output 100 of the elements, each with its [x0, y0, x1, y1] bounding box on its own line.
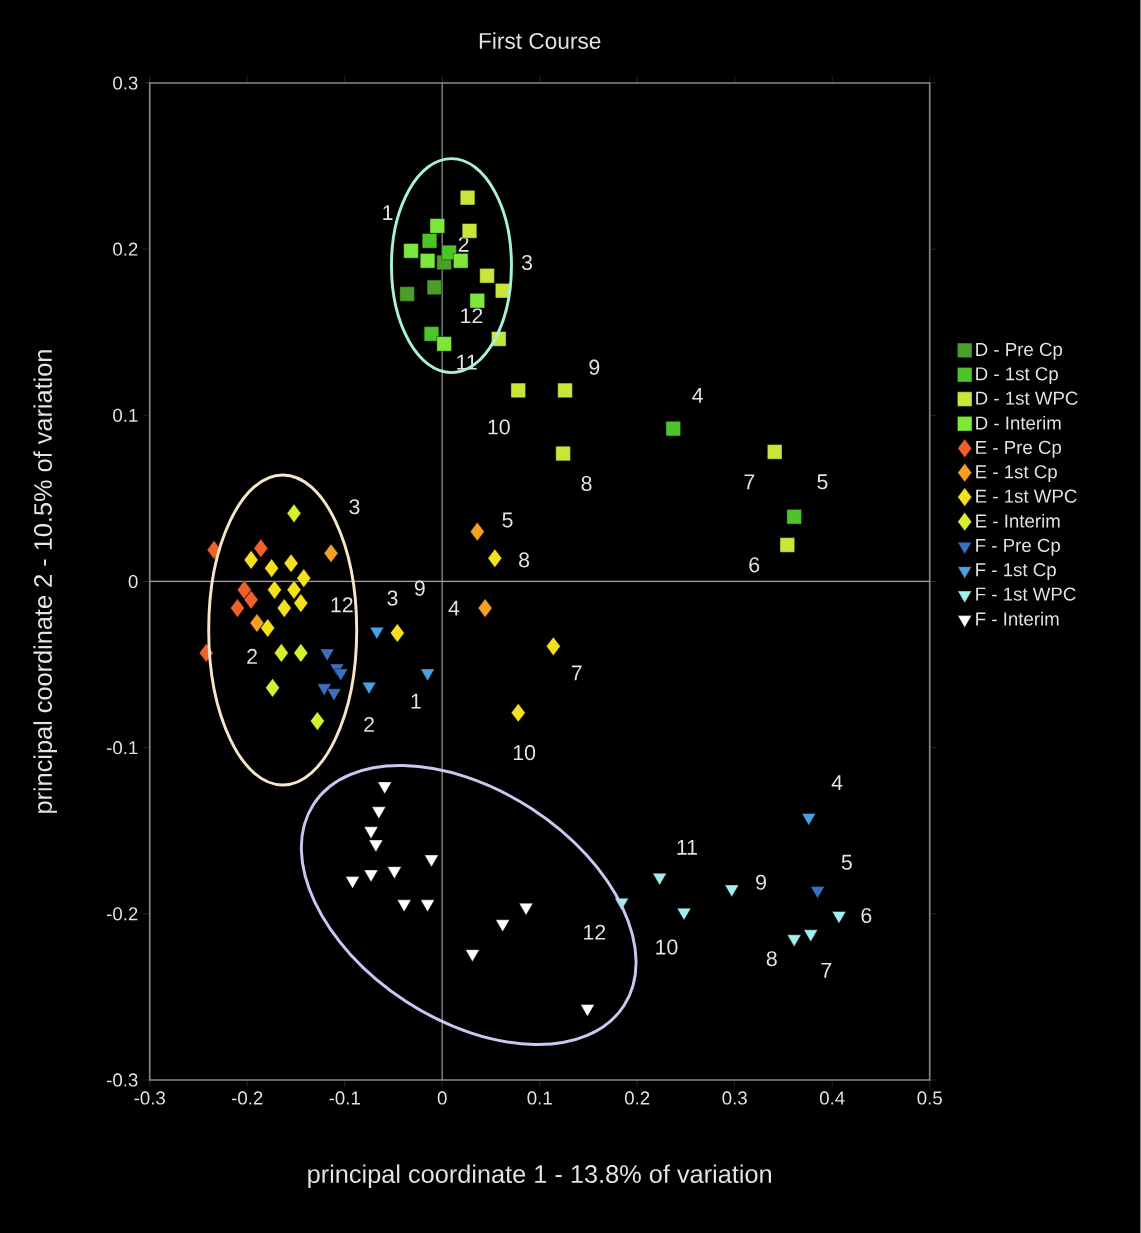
point: [333, 668, 349, 682]
point: [377, 781, 392, 795]
point: [371, 806, 387, 820]
x-tick-label: 0.4: [820, 1091, 845, 1105]
point: [787, 934, 802, 947]
point: [324, 543, 339, 563]
y-axis-title: principal coordinate 2 - 10.5% of variation: [33, 350, 58, 813]
point: [580, 1004, 595, 1017]
annotation: 12: [331, 597, 353, 613]
point: [364, 869, 379, 883]
annotation: 12: [461, 308, 483, 324]
annotation: 4: [692, 388, 704, 403]
point: [403, 243, 419, 259]
y-tick-label: -0.1: [107, 741, 138, 755]
point: [320, 648, 335, 662]
point: [652, 873, 667, 886]
annotation: 1: [383, 205, 393, 220]
annotation: 10: [488, 419, 510, 435]
point: [427, 279, 443, 295]
annotation: 8: [766, 951, 777, 967]
point: [368, 839, 384, 853]
annotation: 5: [502, 512, 513, 528]
point: [286, 580, 302, 600]
annotation: 2: [247, 648, 258, 664]
x-tick-label: 0.2: [625, 1091, 650, 1105]
point: [436, 336, 452, 352]
point: [390, 623, 405, 643]
point: [453, 253, 469, 269]
chart-title: First Course: [480, 32, 601, 49]
annotation: 7: [572, 665, 582, 681]
legend-label: F - 1st WPC: [976, 587, 1076, 601]
point: [424, 854, 439, 868]
point: [557, 382, 573, 398]
x-tick-label: -0.1: [329, 1091, 361, 1105]
point: [555, 446, 571, 462]
point: [511, 703, 526, 723]
point: [277, 598, 292, 618]
x-tick-label: -0.3: [134, 1091, 166, 1105]
point: [429, 218, 446, 234]
x-tick-label: 0.1: [527, 1091, 552, 1105]
point: [293, 593, 309, 613]
annotation: 4: [831, 775, 843, 790]
legend-label: E - 1st WPC: [976, 489, 1077, 503]
point: [832, 911, 847, 924]
y-tick-label: 0.2: [113, 242, 138, 256]
annotation: 5: [841, 854, 853, 870]
x-axis-title: principal coordinate 1 - 13.8% of variation: [308, 1164, 772, 1189]
point: [779, 537, 796, 553]
point: [677, 907, 692, 921]
x-tick-label: 0: [437, 1091, 447, 1105]
point: [317, 683, 332, 697]
point: [230, 598, 245, 618]
point: [244, 550, 259, 570]
x-tick-label: 0.5: [917, 1091, 943, 1105]
annotation: 5: [817, 474, 828, 490]
annotation: 9: [415, 580, 425, 596]
point: [495, 919, 510, 932]
point: [345, 876, 360, 889]
annotation: 10: [514, 745, 536, 761]
point: [462, 223, 478, 239]
y-tick-label: 0: [128, 574, 138, 589]
point: [397, 899, 412, 913]
y-tick-label: -0.3: [107, 1073, 138, 1087]
legend-label: D - 1st Cp: [976, 367, 1059, 385]
annotation: 10: [656, 939, 678, 955]
annotation: 3: [349, 499, 360, 515]
point: [296, 568, 312, 588]
point: [810, 886, 825, 899]
point: [260, 618, 276, 638]
annotation: 8: [519, 552, 530, 568]
point: [420, 253, 436, 269]
point: [478, 598, 493, 618]
point: [284, 553, 299, 573]
legend-label: E - 1st Cp: [976, 465, 1058, 483]
point: [665, 421, 681, 437]
point: [286, 503, 302, 523]
annotation: 9: [756, 874, 767, 890]
annotation: 6: [861, 907, 872, 924]
point: [237, 580, 252, 600]
point: [267, 580, 282, 600]
annotation: 4: [448, 600, 460, 616]
point: [253, 538, 269, 558]
point: [422, 233, 438, 249]
point: [362, 681, 377, 695]
annotation: 3: [387, 590, 398, 606]
annotation: 6: [749, 557, 760, 573]
legend-label: F - Pre Cp: [976, 538, 1061, 556]
point: [310, 711, 325, 731]
point: [264, 558, 279, 578]
point: [274, 643, 289, 663]
point: [469, 293, 485, 309]
point: [470, 522, 485, 542]
point: [265, 678, 280, 698]
annotation: 7: [744, 474, 755, 490]
legend-label: D - Interim: [976, 415, 1061, 430]
point: [479, 268, 495, 284]
point: [519, 902, 534, 916]
annotation: 7: [821, 962, 832, 978]
point: [293, 643, 309, 663]
point: [465, 949, 480, 962]
